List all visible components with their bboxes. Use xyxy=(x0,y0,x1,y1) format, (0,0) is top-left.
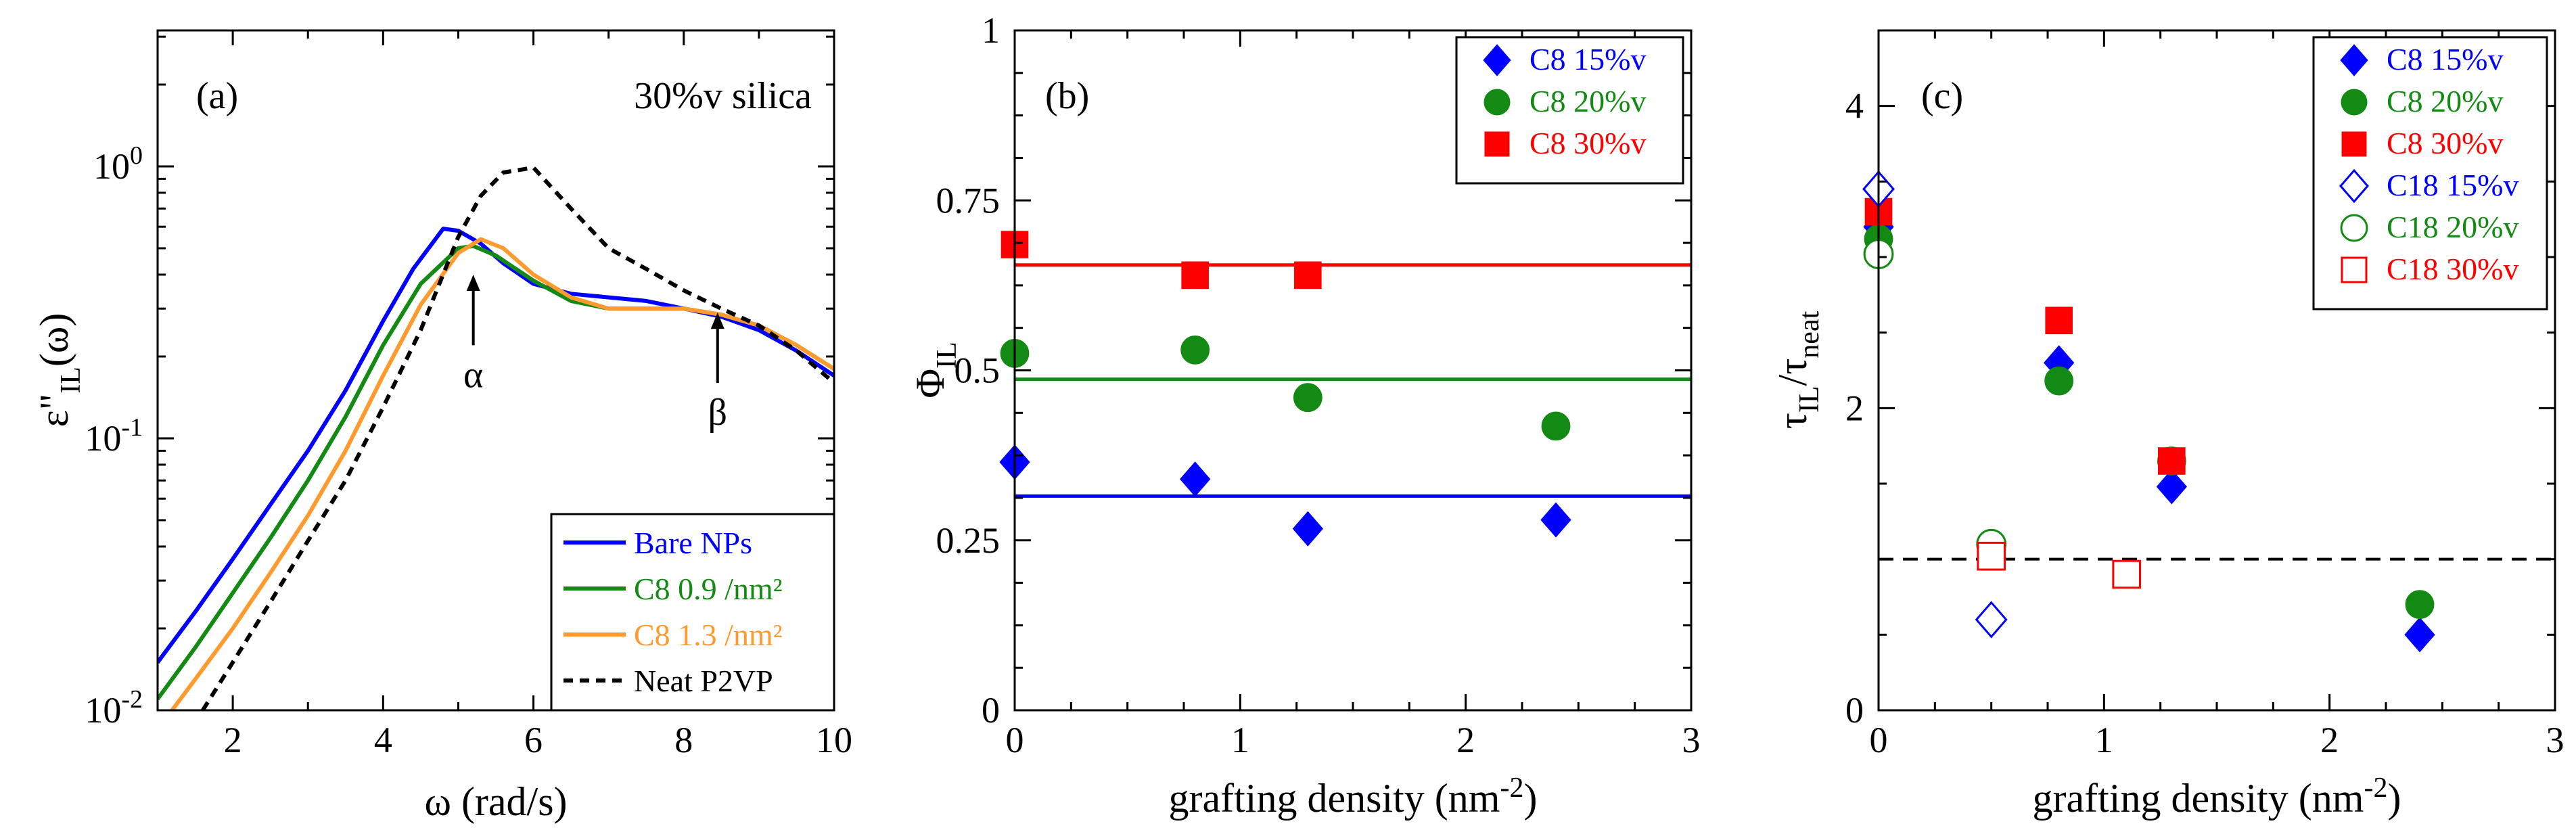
panel-label-c: (c) xyxy=(1921,75,1963,117)
legend-marker-b xyxy=(1483,44,1511,76)
y-tick-label-a: 10-2 xyxy=(85,685,143,731)
data-point-b-3 xyxy=(1181,261,1209,290)
y-tick-label-b: 0.25 xyxy=(936,520,1001,561)
y-tick-label-b: 1 xyxy=(982,10,1000,51)
y-axis-label-b: ΦIL xyxy=(908,342,963,398)
y-tick-label-b: 0 xyxy=(982,690,1000,731)
panel-c: 0 1 2 3 0 2 4 (c) grafting density (nm-2) τIL/… xyxy=(1770,29,2564,821)
data-point-b-3 xyxy=(1294,261,1322,290)
legend-marker-c xyxy=(2341,131,2367,157)
panel-label-b: (b) xyxy=(1045,75,1089,117)
panel-b: 0 1 2 3 0 0.25 0.5 0.75 1 (b) grafting density (… xyxy=(908,10,1701,821)
legend-label-c-4: C18 15%v xyxy=(2387,168,2519,202)
y-tick-label-c: 2 xyxy=(1845,388,1864,428)
data-point-b-2 xyxy=(1180,335,1210,365)
y-axis-label-c: τIL/τneat xyxy=(1770,310,1825,429)
legend-label-b-1: C8 15%v xyxy=(1530,42,1647,76)
x-axis-label-a: ω (rad/s) xyxy=(424,779,567,824)
legend-marker-c xyxy=(2339,168,2369,204)
data-point-b-1 xyxy=(1540,502,1571,538)
y-tick-label-b: 0.75 xyxy=(936,180,1001,221)
arrow-head xyxy=(466,274,480,291)
legend-label-b-3: C8 30%v xyxy=(1530,126,1647,160)
data-point-c-6 xyxy=(1977,541,2006,571)
x-tick-label-c: 2 xyxy=(2320,720,2339,760)
data-point-c-2 xyxy=(2405,590,2435,620)
x-tick-label-b: 2 xyxy=(1456,720,1475,760)
arrow-head xyxy=(710,313,724,329)
legend-label-a-1: Bare NPs xyxy=(634,526,752,560)
legend-label-c-3: C8 30%v xyxy=(2387,126,2504,160)
x-tick-label-a: 2 xyxy=(224,720,242,760)
legend-label-a-3: C8 1.3 /nm² xyxy=(634,618,783,652)
data-point-c-2 xyxy=(2044,366,2074,396)
plot-frame-a xyxy=(156,29,835,712)
x-axis-label-c: grafting density (nm-2) xyxy=(2033,773,2401,821)
data-point-c-1 xyxy=(2404,617,2435,653)
x-tick-label-a: 10 xyxy=(816,720,852,760)
legend-label-a-2: C8 0.9 /nm² xyxy=(634,572,783,606)
data-point-b-1 xyxy=(1180,461,1211,497)
annotation-a: 30%v silica xyxy=(634,75,812,117)
x-tick-label-c: 0 xyxy=(1870,720,1888,760)
y-tick-label-a: 100 xyxy=(93,141,143,187)
legend-marker-c xyxy=(2340,214,2368,242)
y-tick-label-c: 4 xyxy=(1845,86,1864,126)
data-point-c-6 xyxy=(2112,559,2141,589)
x-tick-label-a: 8 xyxy=(674,720,693,760)
legend-marker-b xyxy=(1484,89,1511,116)
legend-marker-b xyxy=(1484,131,1510,157)
data-point-b-2 xyxy=(1293,383,1322,413)
y-tick-label-a: 10-1 xyxy=(85,413,143,459)
series-line-3 xyxy=(169,237,834,710)
legend-label-b-2: C8 20%v xyxy=(1530,84,1647,118)
legend-marker-c xyxy=(2340,44,2368,76)
x-tick-label-a: 4 xyxy=(374,720,392,760)
data-point-c-3 xyxy=(2045,306,2073,335)
legend-label-a-4: Neat P2VP xyxy=(634,664,773,698)
x-tick-label-a: 6 xyxy=(524,720,543,760)
x-tick-label-c: 3 xyxy=(2546,720,2564,760)
legend-a xyxy=(550,513,835,712)
data-point-c-4 xyxy=(1975,601,2008,639)
y-tick-label-b: 0.5 xyxy=(954,350,1001,391)
data-point-c-1 xyxy=(2156,469,2187,505)
data-point-b-1 xyxy=(1292,511,1323,547)
x-axis-label-b: grafting density (nm-2) xyxy=(1169,773,1538,821)
x-tick-label-b: 3 xyxy=(1682,720,1701,760)
data-point-b-2 xyxy=(1541,411,1571,441)
data-point-c-3 xyxy=(2158,447,2186,475)
legend-marker-c xyxy=(2341,256,2368,283)
x-tick-label-b: 0 xyxy=(1006,720,1024,760)
series-line-4 xyxy=(201,165,834,710)
legend-label-c-6: C18 30%v xyxy=(2387,252,2519,286)
panel-label-a: (a) xyxy=(196,75,238,117)
x-tick-label-b: 1 xyxy=(1231,720,1249,760)
panel-a: 2 4 6 8 10 100 10-1 10-2 α β (a) 30%v silica ω (… xyxy=(32,29,852,824)
legend-label-c-2: C8 20%v xyxy=(2387,84,2504,118)
arrow-label-1: α xyxy=(463,354,483,396)
x-tick-label-c: 1 xyxy=(2095,720,2113,760)
legend-marker-c xyxy=(2341,89,2368,116)
y-axis-label-a: ε"IL(ω) xyxy=(32,313,87,428)
arrow-label-2: β xyxy=(708,392,728,434)
y-tick-label-c: 0 xyxy=(1845,690,1864,731)
legend-label-c-5: C18 20%v xyxy=(2387,210,2519,244)
legend-label-c-1: C8 15%v xyxy=(2387,42,2504,76)
